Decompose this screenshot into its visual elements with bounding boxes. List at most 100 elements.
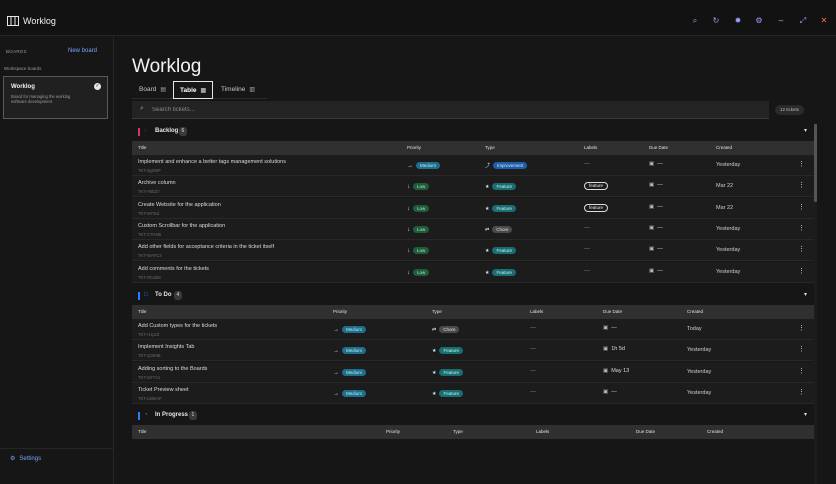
priority-cell: ↓ Low (407, 268, 430, 276)
column-header[interactable]: Priority (386, 429, 401, 434)
table-row[interactable]: Implement and enhance a better tags mana… (132, 155, 814, 176)
settings-button[interactable]: ⚙ Settings (10, 455, 41, 462)
more-options-icon[interactable]: ⋮ (798, 388, 805, 396)
ticket-title[interactable]: Create Website for the application (138, 201, 221, 208)
table-row[interactable]: Ticket Preview sheet TKT-LW5mP → Medium ★ Fea… (132, 382, 814, 404)
sidebar-item-worklog[interactable]: Worklog Board for managing the worklog s… (3, 76, 108, 119)
more-options-icon[interactable]: ⋮ (798, 224, 805, 232)
sidebar: BOARDS New board Workspace boards Worklo… (0, 36, 114, 484)
type-cell: ★ Feature (432, 389, 463, 397)
due-date-cell[interactable]: ▣ — (649, 268, 663, 274)
ticket-title[interactable]: Archive column (138, 180, 176, 187)
due-date-cell[interactable]: ▣ 1h 5d (603, 346, 625, 352)
ticket-title[interactable]: Implement and enhance a better tags mana… (138, 159, 286, 165)
column-header[interactable]: Title (138, 309, 147, 314)
column-header[interactable]: Due Date (636, 429, 656, 434)
due-date: — (657, 224, 663, 231)
priority-cell: → Medium (333, 368, 367, 376)
table-row[interactable]: Add Custom types for the tickets TKT-HJp2… (132, 319, 814, 340)
ticket-title[interactable]: Adding sorting to the Boards (138, 365, 208, 372)
fullscreen-icon[interactable]: ⤢ (799, 16, 807, 25)
table-row[interactable]: Create Website for the application TKT-M7… (132, 197, 814, 219)
ticket-title[interactable]: Add Custom types for the tickets (138, 323, 218, 329)
section-header[interactable]: □ To Do 4 ▾ (132, 288, 814, 304)
close-icon[interactable]: ✕ (820, 16, 828, 25)
ticket-title[interactable]: Add comments for the tickets (138, 265, 209, 272)
gear-icon[interactable]: ⚙ (755, 16, 763, 25)
column-header[interactable]: Title (138, 145, 147, 150)
due-date: — (657, 203, 663, 210)
more-options-icon[interactable]: ⋮ (798, 267, 805, 275)
column-header[interactable]: Due Date (603, 309, 623, 314)
column-header[interactable]: Type (485, 145, 495, 150)
table-row[interactable]: Archive column TKT-H5bZ7 ↓ Low ★ Feature featu… (132, 176, 814, 198)
type-badge: Improvement (493, 162, 528, 169)
due-date-cell[interactable]: ▣ May 13 (603, 368, 629, 374)
column-header[interactable]: Created (707, 429, 724, 434)
tab-timeline[interactable]: Timeline ▥ (221, 81, 255, 99)
due-date-cell[interactable]: ▣ — (649, 225, 663, 231)
scrollbar-thumb[interactable] (814, 124, 817, 202)
calendar-icon: ▣ (603, 325, 609, 331)
section-header[interactable]: ◌ Backlog 6 ▾ (132, 124, 814, 140)
table-row[interactable]: Add comments for the tickets TKT-Rh3dM ↓ Lo… (132, 261, 814, 283)
due-date-cell[interactable]: ▣ — (649, 204, 663, 210)
column-header[interactable]: Labels (530, 309, 544, 314)
board-description: Board for managing the worklog software … (11, 94, 71, 104)
table-row[interactable]: Adding sorting to the Boards TKT-M7Yn1 → Me… (132, 361, 814, 383)
priority-badge: Low (413, 225, 430, 233)
minimize-icon[interactable]: – (778, 16, 784, 25)
chevron-down-icon[interactable]: ▾ (804, 412, 808, 418)
table-row[interactable]: Add other fields for acceptance criteria… (132, 240, 814, 262)
ticket-title[interactable]: Custom Scrollbar for the application (138, 222, 226, 229)
due-date-cell[interactable]: ▣ — (649, 182, 663, 188)
new-board-button[interactable]: New board (68, 48, 98, 54)
theme-icon[interactable]: ✹ (734, 16, 742, 25)
more-options-icon[interactable]: ⋮ (798, 203, 805, 211)
due-date-cell[interactable]: ▣ — (603, 389, 617, 395)
chevron-down-icon[interactable]: ▾ (804, 292, 808, 298)
more-options-icon[interactable]: ⋮ (798, 325, 805, 332)
star-icon: ★ (432, 348, 437, 355)
due-date-cell[interactable]: ▣ — (649, 246, 663, 252)
search-icon[interactable]: ⌕ (692, 16, 698, 25)
more-options-icon[interactable]: ⋮ (798, 246, 805, 254)
calendar-icon: ▣ (603, 367, 609, 374)
tab-table[interactable]: Table ▦ (173, 81, 214, 99)
column-header[interactable]: Priority (333, 309, 348, 314)
column-header[interactable]: Due Date (649, 145, 669, 150)
ticket-title[interactable]: Ticket Preview sheet (138, 386, 189, 393)
scrollbar[interactable] (814, 124, 817, 484)
column-header[interactable]: Labels (584, 145, 598, 150)
chevron-down-icon[interactable]: ▾ (804, 128, 808, 134)
table-row[interactable]: Custom Scrollbar for the application TKT-… (132, 218, 814, 240)
column-header[interactable]: Type (453, 429, 463, 434)
labels-cell: feature (584, 203, 609, 212)
more-options-icon[interactable]: ⋮ (798, 367, 805, 375)
column-header[interactable]: Type (432, 309, 442, 314)
column-header[interactable]: Created (687, 309, 704, 314)
column-header[interactable]: Labels (536, 429, 550, 434)
table-row[interactable]: Implement Insights Tab TKT-Q3K9B → Medium ★ F… (132, 340, 814, 362)
due-date: — (657, 246, 663, 253)
more-options-icon[interactable]: ⋮ (798, 161, 805, 168)
more-options-icon[interactable]: ⋮ (798, 182, 805, 190)
search-input[interactable] (152, 104, 752, 116)
due-date-cell[interactable]: ▣ — (603, 325, 617, 331)
ticket-title[interactable]: Add other fields for acceptance criteria… (138, 244, 275, 251)
ticket-title[interactable]: Implement Insights Tab (138, 344, 195, 351)
column-header[interactable]: Priority (407, 145, 422, 150)
tab-board[interactable]: Board ▤ (139, 81, 166, 99)
priority-badge: Medium (342, 326, 367, 333)
section-header[interactable]: ◔ In Progress 1 ▾ (132, 408, 814, 424)
more-options-icon[interactable]: ⋮ (798, 346, 805, 354)
created-date: Yesterday (716, 162, 741, 168)
calendar-icon: ▣ (649, 161, 655, 167)
due-date-cell[interactable]: ▣ — (649, 161, 663, 167)
column-header[interactable]: Title (138, 429, 147, 434)
search-bar: ⌕ (132, 101, 769, 119)
refresh-icon[interactable]: ↻ (712, 16, 720, 25)
view-tabs: Board ▤ Table ▦ Timeline ▥ (132, 81, 267, 99)
column-header[interactable]: Created (716, 145, 733, 150)
labels-cell: — (584, 161, 590, 167)
